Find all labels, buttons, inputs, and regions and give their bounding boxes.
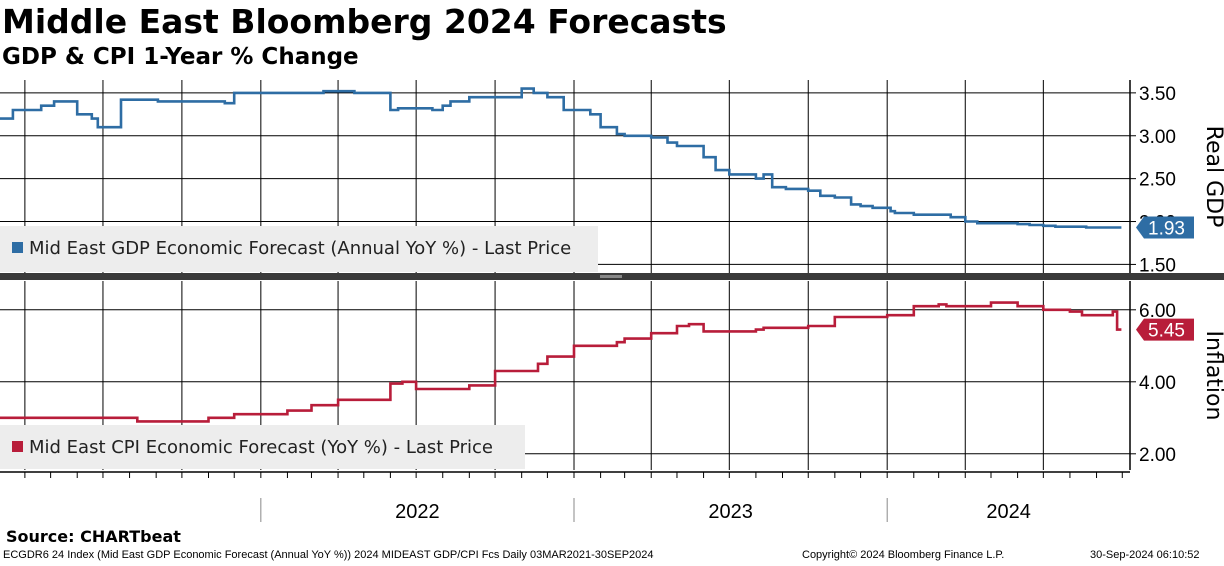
x-year-label: 2022: [395, 501, 440, 523]
legend-box: [0, 226, 598, 272]
y-tick-label: 2.00: [1139, 445, 1176, 466]
source-note: Source: CHARTbeat: [6, 527, 181, 546]
y-tick-label: 2.50: [1139, 170, 1176, 191]
legend-label: Mid East CPI Economic Forecast (YoY %) -…: [29, 437, 493, 458]
series-line: [0, 301, 1122, 423]
cpi-panel: 2.00 4.00 6.005.45 Mid East CPI Economic Fo…: [0, 281, 1224, 470]
panel-divider-handle: [600, 275, 622, 278]
y-tick-label: 6.00: [1139, 301, 1176, 322]
legend-swatch: [12, 441, 23, 452]
y-tick-label: 3.00: [1139, 127, 1176, 148]
axis-title: Inflation: [1201, 331, 1224, 421]
legend-label: Mid East GDP Economic Forecast (Annual Y…: [29, 238, 571, 259]
y-tick-label: 4.00: [1139, 373, 1176, 394]
chart-subtitle: GDP & CPI 1-Year % Change: [2, 44, 359, 70]
y-tick-label: 1.50: [1139, 255, 1176, 276]
last-value-badge: [1136, 216, 1194, 239]
legend-box: [0, 425, 525, 469]
last-value-label: 5.45: [1148, 321, 1185, 342]
y-tick-label: 3.50: [1139, 84, 1176, 105]
chart-title: Middle East Bloomberg 2024 Forecasts: [2, 2, 727, 41]
last-value-badge: [1136, 318, 1194, 341]
footer-copyright: Copyright© 2024 Bloomberg Finance L.P.: [802, 549, 1005, 561]
axis-title: Real GDP: [1201, 126, 1224, 228]
legend-swatch: [12, 242, 23, 253]
series-line: [0, 87, 1122, 229]
footer-description: ECGDR6 24 Index (Mid East GDP Economic F…: [3, 549, 654, 561]
footer-timestamp: 30-Sep-2024 06:10:52: [1090, 549, 1200, 561]
x-year-label: 2024: [986, 501, 1031, 523]
x-year-label: 2023: [708, 501, 753, 523]
last-value-label: 1.93: [1148, 219, 1185, 240]
